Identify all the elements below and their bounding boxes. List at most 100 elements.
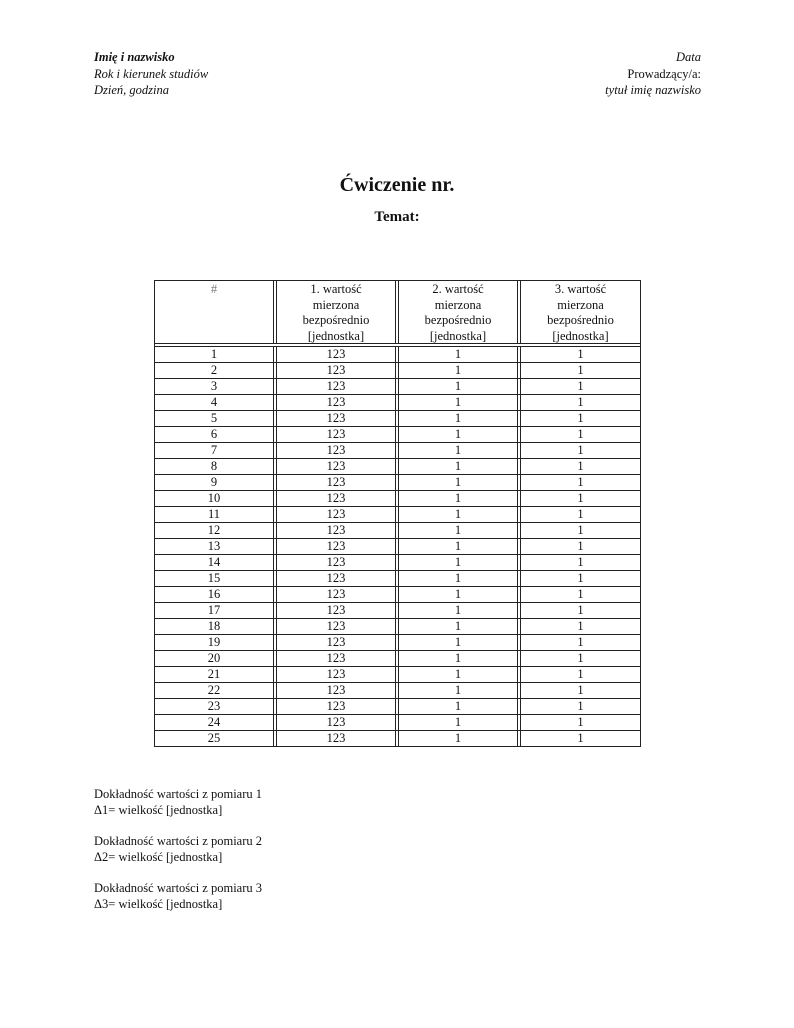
column-header: # bbox=[155, 281, 277, 343]
table-cell: 123 bbox=[277, 603, 399, 618]
table-row: 21 123 1 1 bbox=[155, 666, 640, 682]
table-cell: 123 bbox=[277, 635, 399, 650]
student-name: Imię i nazwisko bbox=[94, 50, 175, 64]
column-header-line: [jednostka] bbox=[429, 328, 487, 343]
table-row: 23 123 1 1 bbox=[155, 698, 640, 714]
accuracy-notes: Dokładność wartości z pomiaru 1 Δ1= wielk… bbox=[94, 786, 262, 927]
table-cell: 123 bbox=[277, 427, 399, 442]
student-info: Imię i nazwisko Rok i kierunek studiów D… bbox=[94, 49, 208, 99]
table-row: 1 123 1 1 bbox=[155, 347, 640, 362]
table-cell: 123 bbox=[277, 411, 399, 426]
table-cell: 123 bbox=[277, 459, 399, 474]
table-row: 5 123 1 1 bbox=[155, 410, 640, 426]
table-row: 22 123 1 1 bbox=[155, 682, 640, 698]
accuracy-note-line1: Dokładność wartości z pomiaru 2 bbox=[94, 834, 263, 848]
table-cell: 123 bbox=[277, 475, 399, 490]
table-cell: 1 bbox=[577, 443, 584, 457]
table-row: 25 123 1 1 bbox=[155, 730, 640, 746]
table-cell: 1 bbox=[577, 539, 584, 553]
table-cell: 1 bbox=[577, 379, 584, 393]
table-cell: 24 bbox=[155, 715, 277, 730]
table-cell: 1 bbox=[399, 667, 521, 682]
table-row: 15 123 1 1 bbox=[155, 570, 640, 586]
table-cell: 1 bbox=[399, 619, 521, 634]
table-cell: 123 bbox=[277, 587, 399, 602]
table-cell: 123 bbox=[277, 539, 399, 554]
table-cell: 1 bbox=[399, 683, 521, 698]
table-cell: 1 bbox=[577, 555, 584, 569]
page-subtitle: Temat: bbox=[374, 209, 420, 225]
table-cell: 1 bbox=[399, 555, 521, 570]
table-cell: 1 bbox=[399, 523, 521, 538]
instructor-name: tytuł imię nazwisko bbox=[605, 83, 701, 97]
accuracy-note: Dokładność wartości z pomiaru 3 Δ3= wielk… bbox=[94, 880, 262, 912]
table-row: 17 123 1 1 bbox=[155, 602, 640, 618]
table-cell: 1 bbox=[399, 699, 521, 714]
table-cell: 1 bbox=[399, 539, 521, 554]
column-header-line: mierzona bbox=[312, 297, 360, 312]
column-header: 2. wartość mierzona bezpośrednio [jednostka… bbox=[399, 281, 521, 343]
table-cell: 22 bbox=[155, 683, 277, 698]
table-cell: 1 bbox=[399, 587, 521, 602]
page-title: Ćwiczenie nr. bbox=[339, 174, 455, 196]
column-header: 3. wartość mierzona bezpośrednio [jednostka… bbox=[521, 281, 640, 343]
table-cell: 1 bbox=[577, 475, 584, 489]
table-row: 11 123 1 1 bbox=[155, 506, 640, 522]
table-cell: 123 bbox=[277, 699, 399, 714]
table-cell: 14 bbox=[155, 555, 277, 570]
course-year: Rok i kierunek studiów bbox=[94, 66, 209, 81]
table-cell: 1 bbox=[399, 635, 521, 650]
table-row: 19 123 1 1 bbox=[155, 634, 640, 650]
table-row: 16 123 1 1 bbox=[155, 586, 640, 602]
table-cell: 19 bbox=[155, 635, 277, 650]
table-cell: 1 bbox=[399, 491, 521, 506]
table-cell: 1 bbox=[577, 571, 584, 585]
table-cell: 123 bbox=[277, 523, 399, 538]
table-cell: 123 bbox=[277, 347, 399, 362]
table-cell: 13 bbox=[155, 539, 277, 554]
table-cell: 3 bbox=[155, 379, 277, 394]
table-cell: 2 bbox=[155, 363, 277, 378]
accuracy-note-line2: Δ1= wielkość [jednostka] bbox=[94, 803, 223, 817]
table-row: 4 123 1 1 bbox=[155, 394, 640, 410]
table-cell: 1 bbox=[577, 411, 584, 425]
table-cell: 5 bbox=[155, 411, 277, 426]
table-cell: 1 bbox=[155, 347, 277, 362]
table-cell: 1 bbox=[577, 651, 584, 665]
table-cell: 4 bbox=[155, 395, 277, 410]
column-header: 1. wartość mierzona bezpośrednio [jednostka… bbox=[277, 281, 399, 343]
table-cell: 1 bbox=[399, 411, 521, 426]
accuracy-note-line1: Dokładność wartości z pomiaru 1 bbox=[94, 787, 263, 801]
table-cell: 123 bbox=[277, 683, 399, 698]
column-header-line: bezpośrednio bbox=[424, 313, 492, 327]
table-cell: 1 bbox=[399, 443, 521, 458]
table-cell: 7 bbox=[155, 443, 277, 458]
table-cell: 1 bbox=[577, 699, 584, 713]
day-time: Dzień, godzina bbox=[94, 83, 169, 97]
date: Data bbox=[676, 50, 701, 64]
table-cell: 1 bbox=[577, 587, 584, 601]
table-cell: 123 bbox=[277, 571, 399, 586]
table-cell: 1 bbox=[577, 635, 584, 649]
table-row: 9 123 1 1 bbox=[155, 474, 640, 490]
table-cell: 1 bbox=[577, 459, 584, 473]
table-cell: 1 bbox=[577, 683, 584, 697]
table-cell: 1 bbox=[577, 507, 584, 521]
table-row: 8 123 1 1 bbox=[155, 458, 640, 474]
column-header-line: [jednostka] bbox=[307, 328, 365, 343]
table-header: #1. wartość mierzona bezpośrednio [jednostk… bbox=[155, 281, 640, 347]
table-cell: 1 bbox=[399, 395, 521, 410]
table-cell: 11 bbox=[155, 507, 277, 522]
table-cell: 123 bbox=[277, 555, 399, 570]
table-cell: 1 bbox=[399, 507, 521, 522]
table-cell: 1 bbox=[399, 459, 521, 474]
instructor-label: Prowadzący/a: bbox=[627, 66, 701, 81]
table-row: 2 123 1 1 bbox=[155, 362, 640, 378]
table-cell: 17 bbox=[155, 603, 277, 618]
table-cell: 1 bbox=[399, 603, 521, 618]
table-cell: 123 bbox=[277, 667, 399, 682]
accuracy-note-line2: Δ3= wielkość [jednostka] bbox=[94, 897, 223, 911]
table-cell: 1 bbox=[577, 347, 584, 361]
accuracy-note: Dokładność wartości z pomiaru 2 Δ2= wielk… bbox=[94, 833, 262, 865]
table-cell: 1 bbox=[399, 475, 521, 490]
